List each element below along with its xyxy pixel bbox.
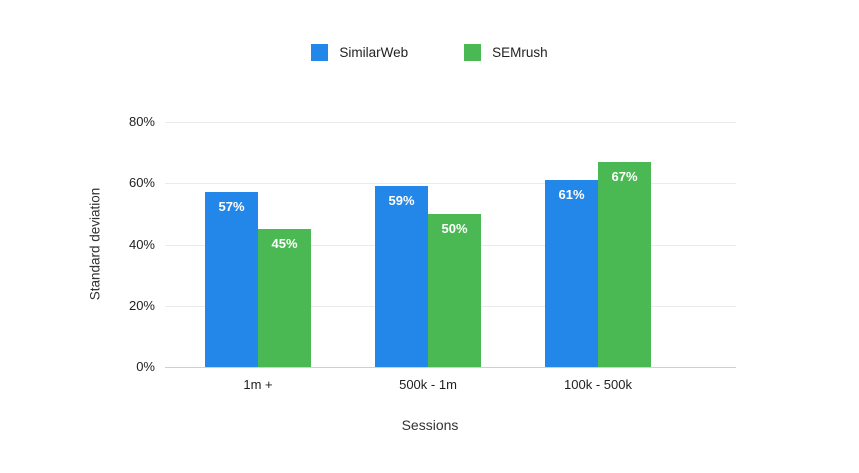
bar-similarweb-500k-1m: 59% xyxy=(375,186,428,367)
y-tick-label: 40% xyxy=(128,236,155,252)
bar-value-label: 61% xyxy=(558,187,585,203)
legend-item-semrush: SEMrush xyxy=(464,44,548,61)
x-tick-label-1m: 1m + xyxy=(243,377,273,392)
bar-value-label: 59% xyxy=(388,193,415,209)
bar-value-label: 67% xyxy=(611,168,638,184)
plot-area: 57% 45% 59% 50% 61% 67% xyxy=(165,122,736,368)
x-tick-label-100k-500k: 100k - 500k xyxy=(564,377,632,392)
y-tick-label: 60% xyxy=(128,175,155,191)
bar-semrush-100k-500k: 67% xyxy=(598,161,651,367)
y-tick-label: 80% xyxy=(128,114,155,129)
y-tick-label: 0% xyxy=(136,359,155,374)
y-tick-label: 20% xyxy=(128,297,155,313)
gridline xyxy=(165,183,736,185)
legend-label: SEMrush xyxy=(492,45,548,60)
gridline xyxy=(165,122,736,123)
bar-semrush-500k-1m: 50% xyxy=(428,213,481,367)
bar-similarweb-100k-500k: 61% xyxy=(545,180,598,367)
bar-value-label: 57% xyxy=(218,199,245,215)
x-tick-label-500k-1m: 500k - 1m xyxy=(399,377,457,392)
bar-semrush-1m: 45% xyxy=(258,229,311,367)
legend: SimilarWeb SEMrush xyxy=(0,44,859,61)
legend-label: SimilarWeb xyxy=(339,45,409,60)
legend-swatch-similarweb xyxy=(311,44,329,61)
x-axis-title: Sessions xyxy=(401,417,459,433)
bar-value-label: 45% xyxy=(271,236,298,252)
legend-item-similarweb: SimilarWeb xyxy=(311,44,408,61)
legend-swatch-semrush xyxy=(464,44,482,61)
bar-value-label: 50% xyxy=(441,220,468,236)
bar-similarweb-1m: 57% xyxy=(205,192,258,367)
